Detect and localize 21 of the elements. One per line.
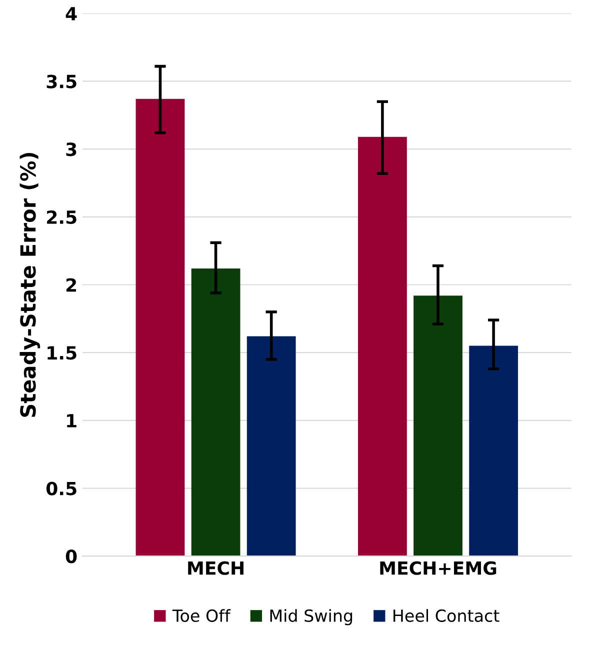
y-tick-label: 2.5: [47, 210, 76, 224]
bar: [414, 296, 462, 556]
y-tick-label: 1.5: [48, 346, 76, 360]
x-tick-label: MECH: [188, 561, 244, 575]
bar: [191, 268, 240, 556]
bar: [136, 98, 185, 556]
y-tick-label: 2: [66, 278, 76, 292]
y-tick-label: 1: [67, 414, 76, 428]
bar: [358, 136, 407, 556]
y-tick-label: 0.5: [46, 482, 76, 496]
y-tick-label: 4: [66, 7, 77, 20]
y-axis-title: Steady-State Error (%): [20, 152, 40, 417]
bar: [469, 346, 518, 556]
y-tick-label: 3.5: [46, 74, 76, 88]
y-tick-label: 3: [66, 142, 76, 156]
x-tick-label: MECH+EMG: [380, 561, 496, 575]
bar: [246, 336, 296, 556]
legend-label: Toe Off: [172, 609, 231, 622]
legend-label: Mid Swing: [270, 609, 352, 626]
legend-label: Heel Contact: [394, 609, 500, 622]
y-tick-label: 0: [66, 550, 77, 564]
